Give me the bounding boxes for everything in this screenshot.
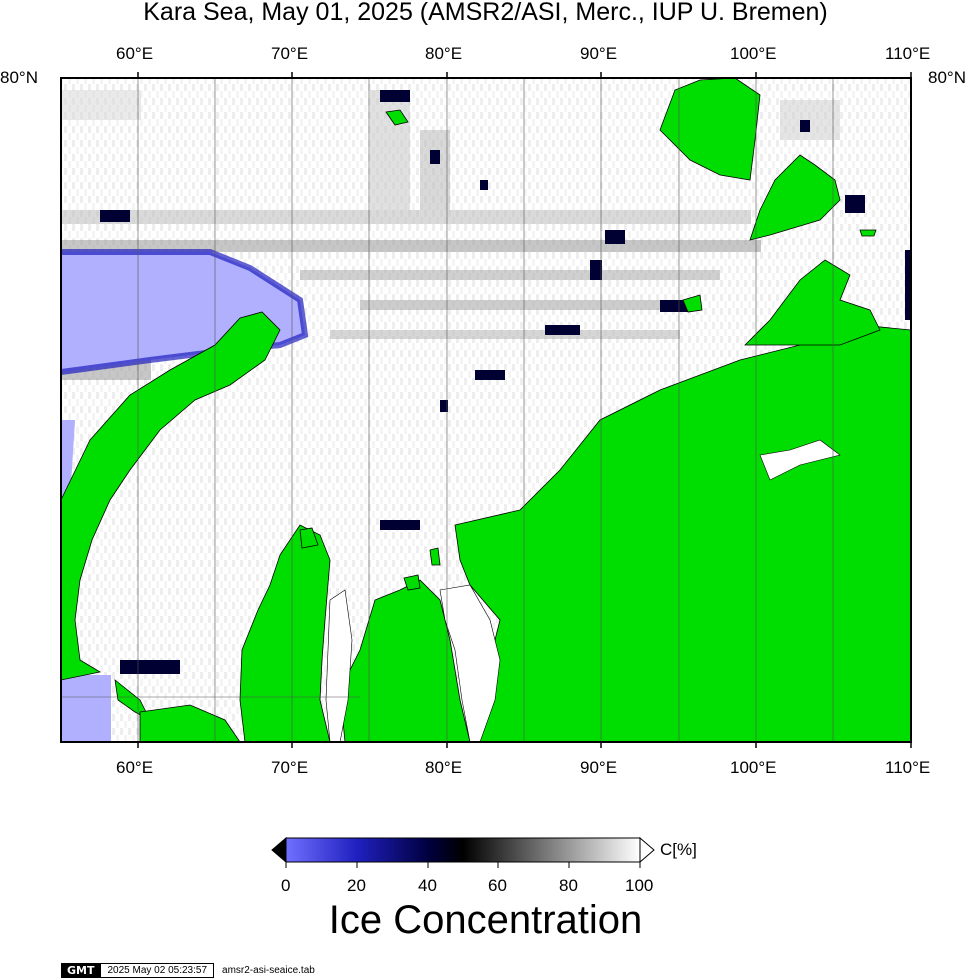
lon-label-top: 90°E bbox=[580, 44, 618, 63]
colorbar-tick-label: 20 bbox=[347, 876, 366, 895]
colorbar-title: Ice Concentration bbox=[328, 898, 643, 942]
lon-label-top: 60°E bbox=[116, 44, 154, 63]
lon-label-bottom: 80°E bbox=[425, 758, 463, 777]
bay-ice bbox=[325, 439, 841, 742]
colorbar-unit: C[%] bbox=[660, 840, 697, 859]
lon-label-top: 70°E bbox=[271, 44, 309, 63]
small-island-1 bbox=[385, 109, 409, 126]
dark-ice-edges bbox=[100, 90, 911, 674]
lon-label-bottom: 110°E bbox=[885, 758, 931, 777]
lon-label-bottom: 90°E bbox=[580, 758, 618, 777]
yenisei-gulf bbox=[439, 584, 501, 742]
lon-label-bottom: 60°E bbox=[116, 758, 154, 777]
lon-label-bottom: 100°E bbox=[730, 758, 777, 777]
footer: GMT 2025 May 02 05:23:57 amsr2-asi-seaic… bbox=[61, 962, 315, 978]
colorbar-tick-label: 60 bbox=[488, 876, 507, 895]
colorbar-tick-label: 0 bbox=[281, 876, 291, 895]
map-title: Kara Sea, May 01, 2025 (AMSR2/ASI, Merc.… bbox=[143, 0, 828, 26]
lon-label-top: 80°E bbox=[425, 44, 463, 63]
map-frame bbox=[60, 77, 912, 743]
small-island-6 bbox=[299, 527, 319, 549]
colorbar-scale bbox=[285, 837, 641, 863]
colorbar-high-arrow bbox=[639, 836, 655, 864]
colorbar-ticks bbox=[285, 862, 641, 868]
open-water-southwest bbox=[61, 675, 111, 742]
source-filename: amsr2-asi-seaice.tab bbox=[222, 964, 315, 976]
colorbar-low-arrow bbox=[271, 836, 287, 864]
small-island-4 bbox=[859, 229, 877, 237]
small-island-5 bbox=[682, 294, 703, 313]
gmt-logo: GMT bbox=[61, 962, 101, 978]
october-revolution-island bbox=[744, 259, 881, 346]
graticule bbox=[61, 78, 834, 742]
lat-label-right: 80°N bbox=[928, 68, 966, 87]
yamal-peninsula bbox=[239, 524, 331, 742]
small-island-3 bbox=[429, 547, 441, 566]
colorbar-tick-label: 100 bbox=[625, 876, 654, 895]
komsomolets-island bbox=[659, 78, 761, 181]
lon-label-top: 110°E bbox=[885, 44, 931, 63]
gydan-peninsula bbox=[339, 579, 471, 742]
lon-label-top: 100°E bbox=[730, 44, 777, 63]
land-masses bbox=[61, 78, 911, 742]
taymyr-peninsula bbox=[454, 324, 911, 742]
novaya-zemlya bbox=[61, 311, 281, 681]
colorbar-tick-label: 80 bbox=[559, 876, 578, 895]
small-island-2 bbox=[403, 574, 421, 591]
lat-label-left: 80°N bbox=[0, 68, 38, 87]
open-water-edge bbox=[61, 249, 309, 375]
frame-ticks bbox=[137, 72, 912, 748]
bolshevik-island bbox=[749, 154, 841, 241]
pyasina-bay bbox=[759, 439, 841, 481]
timestamp: 2025 May 02 05:23:57 bbox=[100, 962, 215, 978]
lon-label-bottom: 70°E bbox=[271, 758, 309, 777]
ob-gulf bbox=[325, 589, 353, 742]
colorbar-tick-label: 40 bbox=[418, 876, 437, 895]
